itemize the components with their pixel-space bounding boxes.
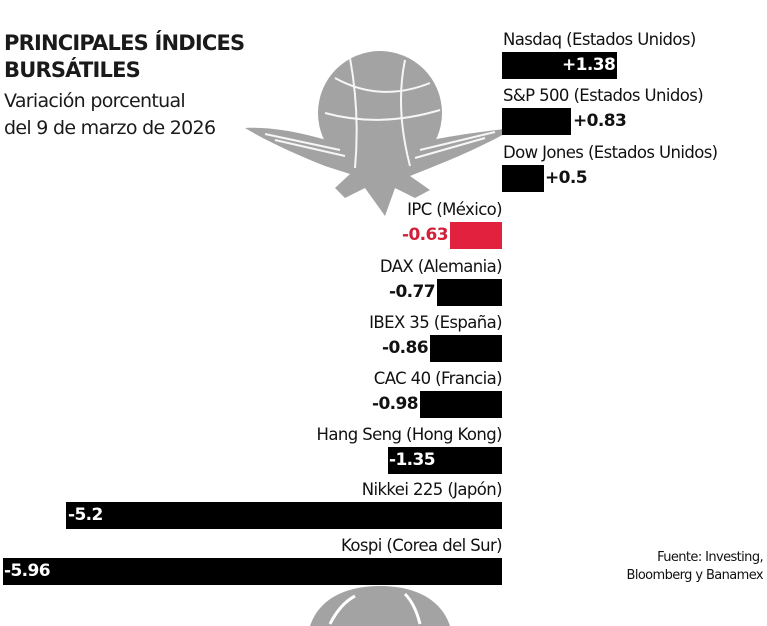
subtitle-line-2: del 9 de marzo de 2026 (4, 117, 216, 139)
category-label: Kospi (Corea del Sur) (341, 536, 503, 555)
globe-eagle-watermark-icon (245, 51, 515, 216)
category-label: CAC 40 (Francia) (373, 369, 503, 388)
bar-negative (3, 558, 502, 585)
value-label: -0.77 (389, 282, 436, 302)
category-label: IBEX 35 (España) (369, 313, 502, 332)
value-label: +1.38 (562, 55, 616, 75)
value-label: -5.2 (68, 505, 103, 525)
title-line-2: BURSÁTILES (4, 58, 141, 82)
bar-positive (502, 52, 617, 79)
bar-negative (430, 335, 502, 362)
chart-title: PRINCIPALES ÍNDICES BURSÁTILES (4, 30, 245, 84)
bar-positive (502, 108, 571, 135)
source-note: Fuente: Investing, Bloomberg y Banamex (627, 549, 764, 585)
value-label: -0.63 (402, 225, 449, 245)
source-line-1: Fuente: Investing, (657, 550, 764, 565)
title-line-1: PRINCIPALES ÍNDICES (4, 31, 245, 55)
chart-subtitle: Variación porcentual del 9 de marzo de 2… (4, 88, 216, 142)
value-label: -0.86 (382, 338, 429, 358)
subtitle-line-1: Variación porcentual (4, 90, 186, 112)
category-label: DAX (Alemania) (379, 257, 503, 276)
value-label: +0.83 (573, 111, 627, 131)
category-label: Nikkei 225 (Japón) (361, 480, 503, 499)
category-label: Nasdaq (Estados Unidos) (503, 30, 696, 49)
value-label: -0.98 (372, 394, 419, 414)
bar-negative (388, 447, 502, 474)
category-label: Dow Jones (Estados Unidos) (503, 143, 718, 162)
bar-positive (502, 165, 544, 192)
bar-negative (420, 391, 502, 418)
bar-highlight (450, 222, 502, 249)
value-label: -5.96 (4, 561, 51, 581)
bar-negative (437, 279, 502, 306)
value-label: -1.35 (389, 450, 436, 470)
bar-negative (66, 502, 502, 529)
globe-watermark-bottom-icon (310, 586, 450, 626)
source-line-2: Bloomberg y Banamex (626, 568, 764, 583)
category-label: Hang Seng (Hong Kong) (316, 425, 503, 444)
category-label: IPC (México) (407, 200, 502, 219)
value-label: +0.5 (545, 168, 588, 188)
category-label: S&P 500 (Estados Unidos) (503, 86, 704, 105)
